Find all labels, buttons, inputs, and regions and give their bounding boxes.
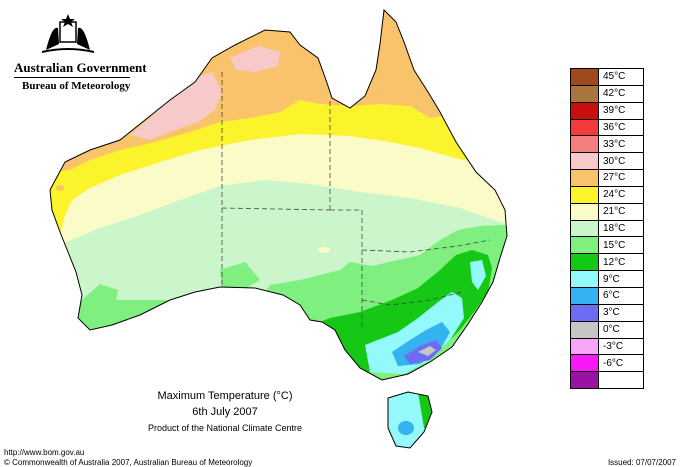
legend-swatch — [571, 355, 599, 372]
copyright-notice: © Commonwealth of Australia 2007, Austra… — [4, 458, 253, 467]
legend-swatch — [571, 237, 599, 254]
legend-entry: 24°C — [571, 186, 643, 204]
legend-entry: 33°C — [571, 136, 643, 154]
legend-entry: 42°C — [571, 85, 643, 103]
issued-date: Issued: 07/07/2007 — [607, 458, 676, 467]
legend-swatch — [571, 254, 599, 271]
coat-of-arms-icon — [38, 12, 98, 60]
legend-label: 45°C — [603, 71, 626, 83]
legend-entry — [571, 372, 643, 389]
legend-swatch — [571, 186, 599, 203]
legend-label: 18°C — [603, 223, 626, 235]
map-date: 6th July 2007 — [192, 406, 258, 418]
legend-label: -6°C — [603, 357, 624, 369]
legend-swatch — [571, 119, 599, 136]
legend-label: 0°C — [603, 324, 620, 336]
legend-label: 9°C — [603, 273, 620, 285]
legend-entry: 9°C — [571, 271, 643, 288]
legend-entry: 15°C — [571, 237, 643, 255]
legend-entry: 3°C — [571, 304, 643, 322]
bureau-title: Bureau of Meteorology — [22, 80, 131, 92]
legend-swatch — [571, 220, 599, 237]
map-title: Maximum Temperature (°C) — [157, 390, 293, 402]
legend-entry: 27°C — [571, 170, 643, 187]
legend-swatch — [571, 372, 599, 389]
legend-swatch — [571, 271, 599, 287]
legend-entry: 21°C — [571, 203, 643, 221]
legend-label: 30°C — [603, 155, 626, 167]
legend-entry: -3°C — [571, 338, 643, 356]
legend-swatch — [571, 338, 599, 355]
legend-entry: 45°C — [571, 69, 643, 86]
legend-label: 33°C — [603, 138, 626, 150]
legend-swatch — [571, 321, 599, 338]
legend-entry: 30°C — [571, 153, 643, 171]
legend-label: 21°C — [603, 206, 626, 218]
legend-swatch — [571, 153, 599, 170]
legend-swatch — [571, 170, 599, 186]
legend-label: 15°C — [603, 239, 626, 251]
legend-label: 12°C — [603, 256, 626, 268]
legend-label: -3°C — [603, 340, 624, 352]
legend-swatch — [571, 287, 599, 304]
legend-swatch — [571, 69, 599, 85]
legend-entry: -6°C — [571, 355, 643, 373]
legend-label: 27°C — [603, 172, 626, 184]
map-credit: Product of the National Climate Centre — [147, 423, 303, 433]
legend-swatch — [571, 85, 599, 102]
legend-swatch — [571, 136, 599, 153]
legend-entry: 12°C — [571, 254, 643, 272]
legend-label: 42°C — [603, 88, 626, 100]
header-divider — [14, 77, 130, 78]
legend-entry: 6°C — [571, 287, 643, 305]
legend-swatch — [571, 203, 599, 220]
legend-label: 24°C — [603, 189, 626, 201]
legend-entry: 18°C — [571, 220, 643, 238]
legend-label: 6°C — [603, 290, 620, 302]
legend-entry: 0°C — [571, 321, 643, 339]
legend-swatch — [571, 102, 599, 119]
legend-label: 36°C — [603, 121, 626, 133]
legend-swatch — [571, 304, 599, 321]
government-title: Australian Government — [14, 60, 147, 75]
temperature-legend: 45°C 42°C 39°C 36°C 33°C 30°C 27°C 24°C 21°C 18°C… — [570, 68, 644, 390]
legend-entry: 39°C — [571, 102, 643, 120]
legend-entry: 36°C — [571, 119, 643, 137]
legend-label: 39°C — [603, 105, 626, 117]
website-link[interactable]: http://www.bom.gov.au — [4, 448, 85, 457]
legend-label: 3°C — [603, 307, 620, 319]
